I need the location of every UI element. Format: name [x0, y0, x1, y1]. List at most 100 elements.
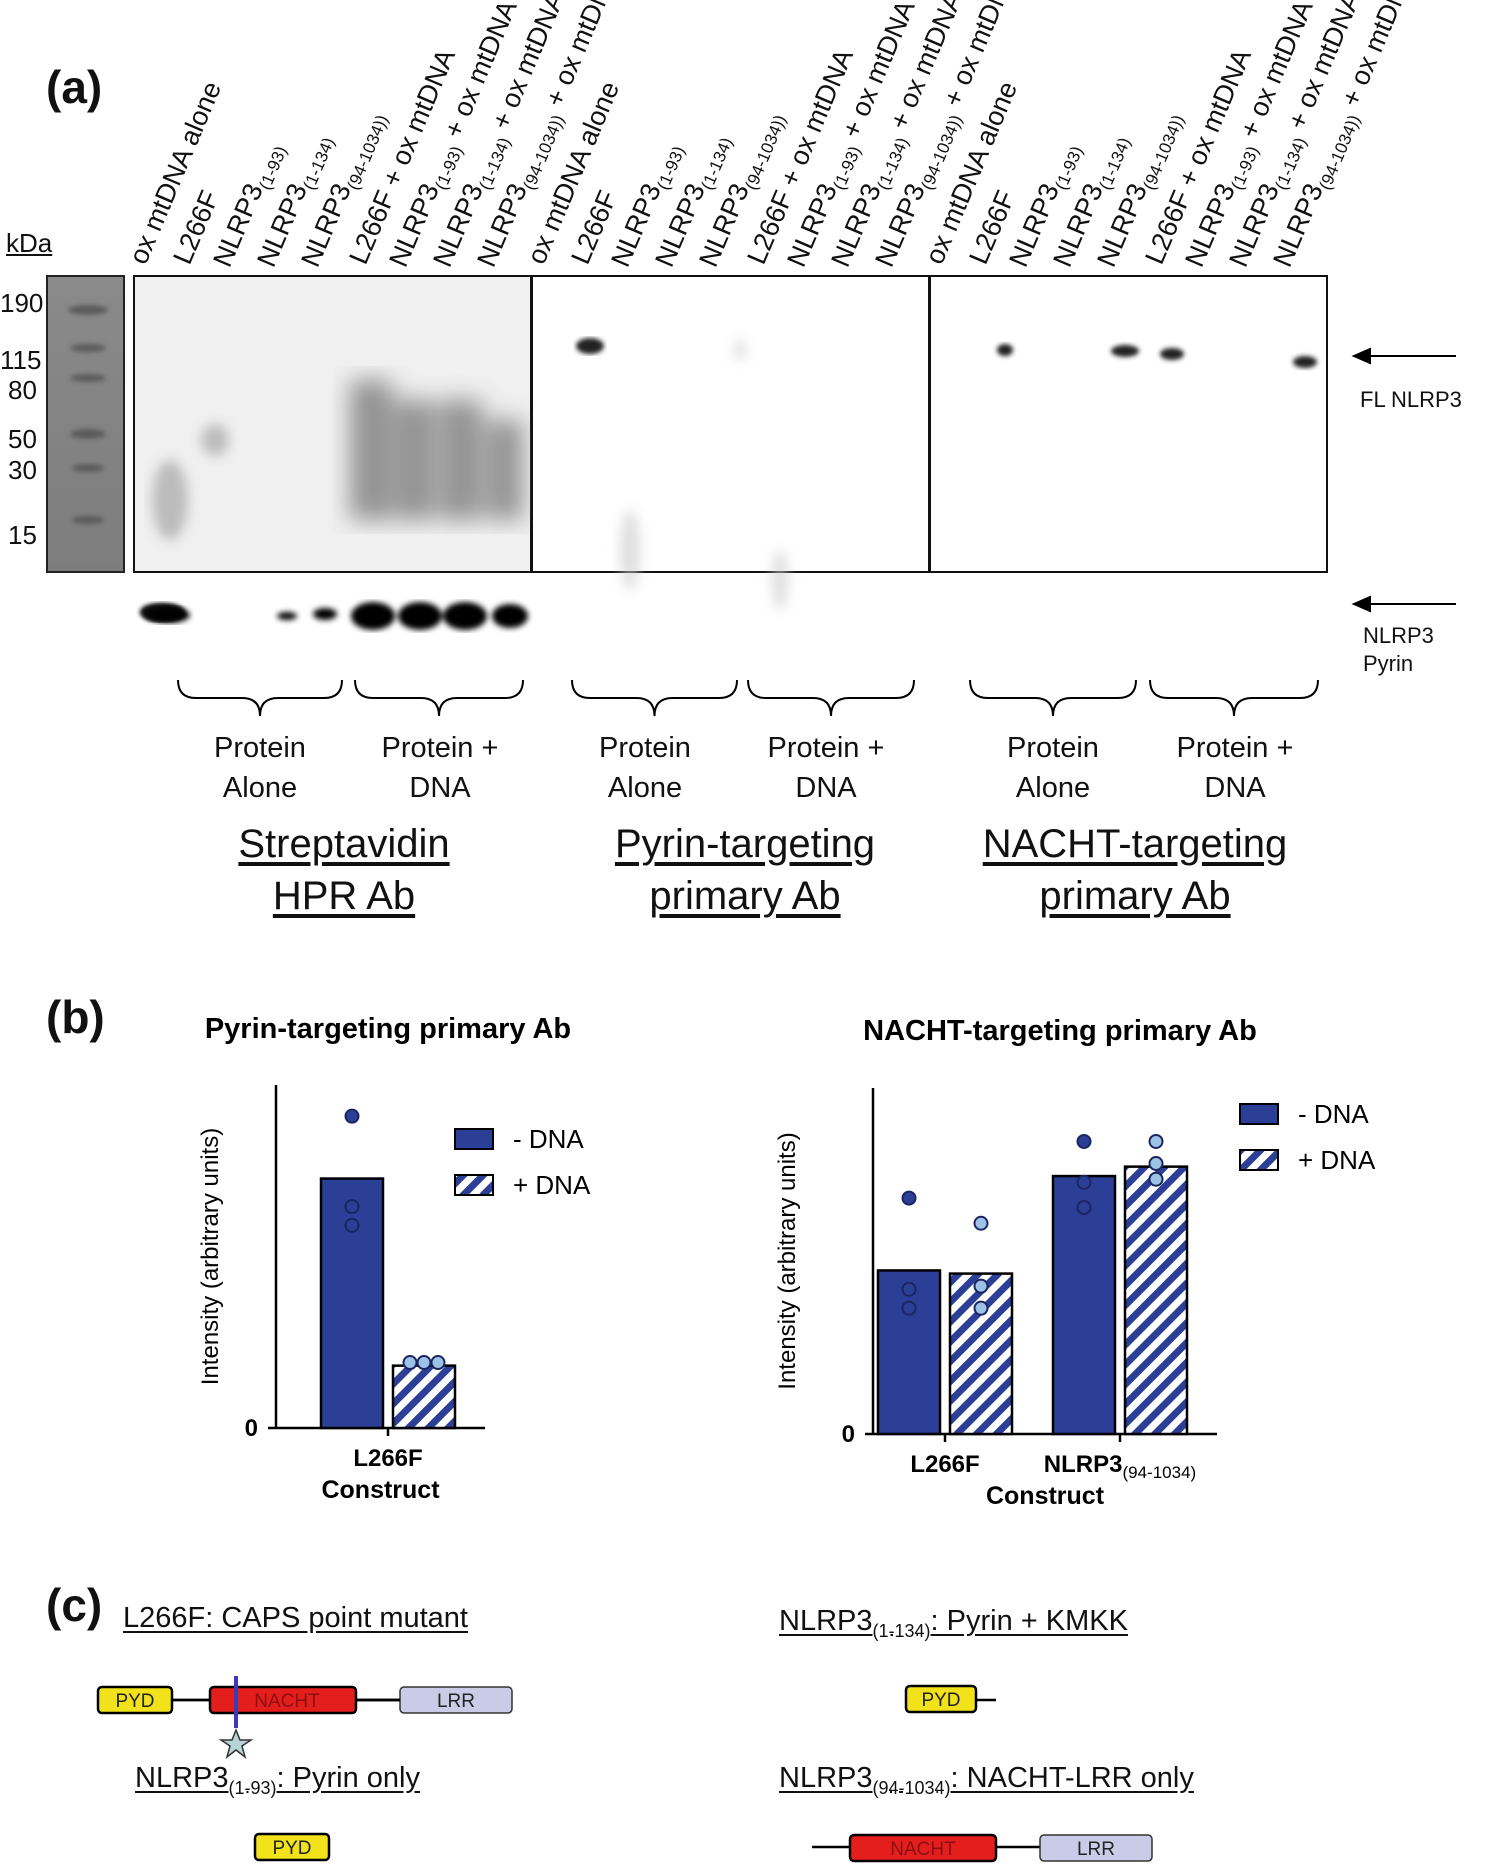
- y-axis-label: Intensity (arbitrary units): [197, 1128, 224, 1385]
- marker-80: 80: [8, 375, 37, 405]
- marker-30: 30: [8, 455, 37, 485]
- panel-label-b: (b): [46, 991, 105, 1043]
- bar: [1123, 1165, 1189, 1436]
- data-point: [402, 1355, 418, 1371]
- legend-label: - DNA: [513, 1124, 584, 1154]
- domain-label: NACHT: [890, 1839, 956, 1860]
- nlrp3-1-134-pyd-domain: [904, 1684, 978, 1714]
- data-point: [416, 1355, 432, 1371]
- data-point: [1148, 1171, 1164, 1187]
- data-point: [430, 1355, 446, 1371]
- bar-charts: Pyrin-targeting primary Ab 0 Intensity (ar…: [197, 1013, 1376, 1510]
- group-label-protein-dna: Protein + DNA: [1176, 732, 1294, 804]
- arrow-label-nlrp3-pyrin: NLRP3 Pyrin: [1363, 623, 1434, 676]
- data-point: [901, 1300, 917, 1316]
- antibody-title: NACHT-targeting primary Ab: [982, 822, 1288, 918]
- domain-label: LRR: [437, 1691, 475, 1712]
- marker-15: 15: [8, 520, 37, 550]
- data-point: [1076, 1174, 1092, 1190]
- antibody-title: Streptavidin HPR Ab: [238, 822, 450, 918]
- group-label-protein-dna: Protein + DNA: [767, 732, 885, 804]
- panel-label-a: (a): [46, 61, 103, 113]
- marker-115: 115: [0, 345, 42, 375]
- legend-swatch: [454, 1128, 494, 1150]
- group-label-protein-alone: Protein Alone: [599, 732, 691, 804]
- legend-label: - DNA: [1298, 1099, 1369, 1129]
- bar: [391, 1364, 457, 1430]
- group-bracket: [1149, 679, 1319, 717]
- chart-title: NACHT-targeting primary Ab: [863, 1015, 1257, 1047]
- strep-band-main: [277, 602, 528, 630]
- y-tick-label: 0: [842, 1421, 855, 1448]
- group-bracket: [571, 679, 738, 717]
- group-bracket: [177, 679, 343, 717]
- data-point: [973, 1300, 989, 1316]
- construct-title-nlrp3-1-134: NLRP3(1-134): Pyrin + KMKK: [779, 1605, 1128, 1641]
- bar: [948, 1272, 1014, 1436]
- group-label-protein-alone: Protein Alone: [1007, 732, 1099, 804]
- construct-title-l266f: L266F: CAPS point mutant: [123, 1602, 468, 1634]
- data-point: [344, 1108, 360, 1124]
- western-blot-images: [46, 275, 1328, 621]
- construct-title-nlrp3-1-93: NLRP3(1-93): Pyrin only: [135, 1762, 420, 1798]
- chart-2: NACHT-targeting primary Ab 0 Intensity (ar…: [774, 1015, 1376, 1510]
- kda-label: kDa: [6, 228, 53, 258]
- data-point: [1076, 1133, 1092, 1149]
- group-bracket: [354, 679, 524, 717]
- nlrp3-94-1034-nacht-domain: [848, 1833, 998, 1863]
- data-point: [1148, 1133, 1164, 1149]
- ladder-strip: [46, 275, 125, 573]
- legend-swatch: [1239, 1149, 1279, 1171]
- band-arrows: [1351, 347, 1456, 613]
- data-point: [901, 1190, 917, 1206]
- domain-label: LRR: [1077, 1839, 1115, 1860]
- marker-190: 190: [0, 288, 44, 318]
- domain-label: PYD: [921, 1690, 960, 1711]
- group-label-protein-dna: Protein + DNA: [381, 732, 499, 804]
- data-point: [1076, 1200, 1092, 1216]
- nacht-blot: [929, 275, 1328, 573]
- legend-swatch: [454, 1174, 494, 1196]
- chart-1: Pyrin-targeting primary Ab 0 Intensity (ar…: [197, 1013, 591, 1504]
- category-label: NLRP3(94-1034): [1044, 1451, 1196, 1482]
- domain-label: NACHT: [254, 1691, 320, 1712]
- nlrp3-1-93-pyd-domain: [253, 1832, 331, 1862]
- data-point: [1148, 1155, 1164, 1171]
- data-point: [344, 1217, 360, 1233]
- group-bracket: [969, 679, 1137, 717]
- domain-label: PYD: [272, 1838, 311, 1859]
- antibody-title: Pyrin-targeting primary Ab: [614, 822, 876, 918]
- legend-label: + DNA: [1298, 1145, 1376, 1175]
- marker-50: 50: [8, 424, 37, 454]
- streptavidin-blot: [133, 275, 532, 621]
- strep-band-layer: [146, 607, 190, 623]
- data-point: [901, 1281, 917, 1297]
- x-axis-label: Construct: [321, 1476, 440, 1504]
- arrow-label-fl-nlrp3: FL NLRP3: [1360, 387, 1462, 412]
- domain-label: PYD: [115, 1691, 154, 1712]
- data-point: [344, 1199, 360, 1215]
- bar: [1051, 1174, 1117, 1436]
- data-point: [973, 1215, 989, 1231]
- legend-swatch: [1239, 1103, 1279, 1125]
- nlrp3-94-1034-lrr-domain: [1039, 1834, 1153, 1862]
- panel-label-c: (c): [46, 1579, 103, 1631]
- legend-label: + DNA: [513, 1170, 591, 1200]
- category-label: L266F: [353, 1445, 422, 1472]
- y-axis-label: Intensity (arbitrary units): [774, 1132, 801, 1389]
- group-label-protein-alone: Protein Alone: [214, 732, 306, 804]
- category-label-sub: (94-1034): [1122, 1463, 1196, 1482]
- category-label: L266F: [910, 1451, 979, 1478]
- data-point: [973, 1278, 989, 1294]
- group-bracket: [747, 679, 915, 717]
- domain-diagrams: PYD NACHT LRR PYD PYD NACHT LRR: [96, 1676, 1153, 1863]
- bar: [876, 1269, 942, 1436]
- chart-title: Pyrin-targeting primary Ab: [205, 1013, 571, 1045]
- x-axis-label: Construct: [986, 1482, 1105, 1510]
- construct-title-nlrp3-94-1034: NLRP3(94-1034): NACHT-LRR only: [779, 1762, 1194, 1798]
- y-tick-label: 0: [245, 1415, 258, 1442]
- pyrin-blot: [531, 275, 930, 610]
- star-icon: [218, 1727, 254, 1759]
- group-brackets: [177, 679, 1319, 717]
- bar: [319, 1177, 385, 1430]
